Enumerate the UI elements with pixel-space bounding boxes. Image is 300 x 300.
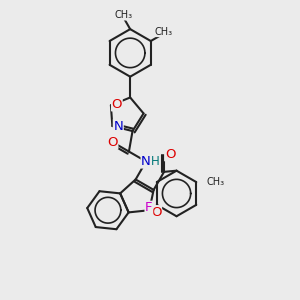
Text: CH₃: CH₃: [115, 10, 133, 20]
Text: N: N: [141, 155, 151, 168]
Text: H: H: [151, 155, 159, 168]
Text: O: O: [165, 148, 175, 161]
Text: CH₃: CH₃: [206, 177, 224, 187]
Text: O: O: [107, 136, 118, 149]
Text: N: N: [113, 119, 123, 133]
Text: CH₃: CH₃: [155, 27, 173, 37]
Text: F: F: [145, 201, 153, 214]
Text: O: O: [112, 98, 122, 111]
Text: O: O: [151, 206, 161, 219]
